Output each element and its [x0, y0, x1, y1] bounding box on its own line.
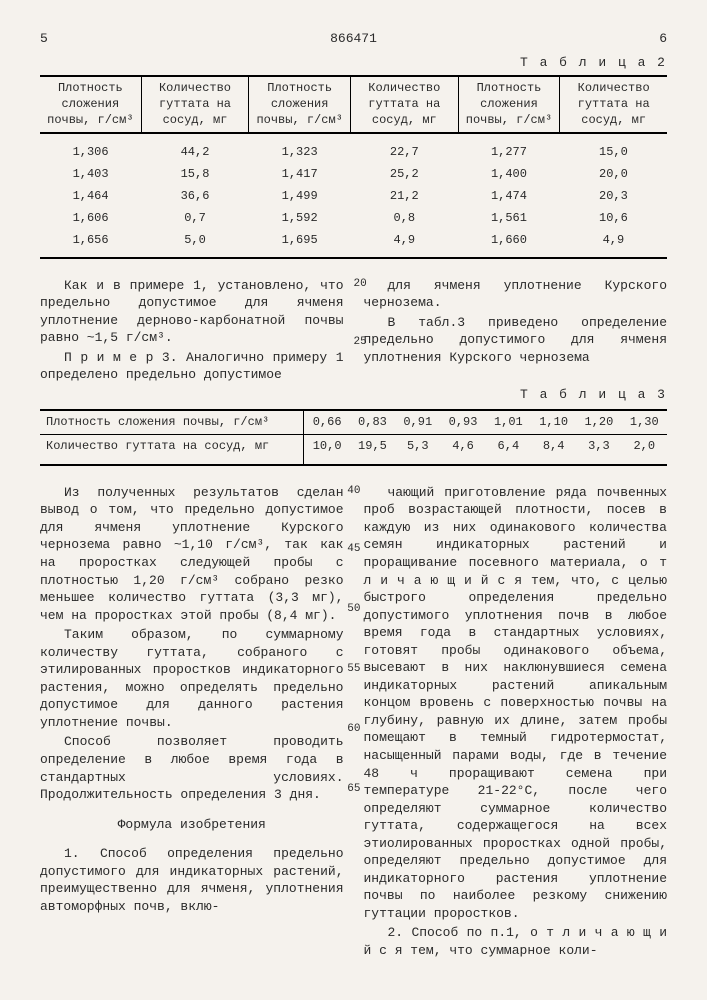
- t2-col5: Количество гуттата на сосуд, мг: [560, 76, 667, 133]
- line-55: 55: [347, 662, 360, 677]
- bottom-r1: чающий приготовление ряда почвенных проб…: [364, 484, 668, 923]
- line-60: 60: [347, 722, 360, 737]
- patent-number: 866471: [48, 30, 659, 48]
- mid-left-p1: Как и в примере 1, установлено, что пред…: [40, 277, 344, 347]
- bottom-l4: 1. Способ определения предельно допустим…: [40, 845, 344, 915]
- line-45: 45: [347, 542, 360, 557]
- t2-col2: Плотность сложения почвы, г/см³: [249, 76, 351, 133]
- t2-col1: Количество гуттата на сосуд, мг: [141, 76, 249, 133]
- t2-col4: Плотность сложения почвы, г/см³: [458, 76, 560, 133]
- line-65: 65: [347, 782, 360, 797]
- page-right-num: 6: [659, 30, 667, 48]
- mid-text-block: 20 25 Как и в примере 1, установлено, чт…: [40, 277, 667, 386]
- t2-col0: Плотность сложения почвы, г/см³: [40, 76, 141, 133]
- bottom-l2: Таким образом, по суммарному количеству …: [40, 626, 344, 731]
- mid-right-p2: В табл.3 приведено определение предельно…: [364, 314, 668, 367]
- bottom-r2: 2. Способ по п.1, о т л и ч а ю щ и й с …: [364, 924, 668, 959]
- t2-col3: Количество гуттата на сосуд, мг: [351, 76, 459, 133]
- table2-label: Т а б л и ц а 2: [40, 54, 667, 72]
- t3-r1-label: Плотность сложения почвы, г/см³: [40, 410, 304, 434]
- table-3: Плотность сложения почвы, г/см³ 0,66 0,8…: [40, 409, 667, 465]
- line-50: 50: [347, 602, 360, 617]
- line-25: 25: [354, 335, 367, 350]
- page-left-num: 5: [40, 30, 48, 48]
- bottom-text-block: 40 45 50 55 60 65 Из полученных результа…: [40, 484, 667, 962]
- page-header: 5 866471 6: [40, 30, 667, 48]
- bottom-l1: Из полученных результатов сделан вывод о…: [40, 484, 344, 624]
- bottom-l3: Способ позволяет проводить определение в…: [40, 733, 344, 803]
- line-20: 20: [354, 277, 367, 292]
- table-2: Плотность сложения почвы, г/см³ Количест…: [40, 75, 667, 259]
- formula-heading: Формула изобретения: [40, 816, 344, 834]
- t3-r2-label: Количество гуттата на сосуд, мг: [40, 434, 304, 465]
- table3-label: Т а б л и ц а 3: [40, 386, 667, 404]
- mid-left-p2: П р и м е р 3. Аналогично примеру 1 опре…: [40, 349, 344, 384]
- mid-right-p1: для ячменя уплотнение Курского чернозема…: [364, 277, 668, 312]
- line-40: 40: [347, 484, 360, 499]
